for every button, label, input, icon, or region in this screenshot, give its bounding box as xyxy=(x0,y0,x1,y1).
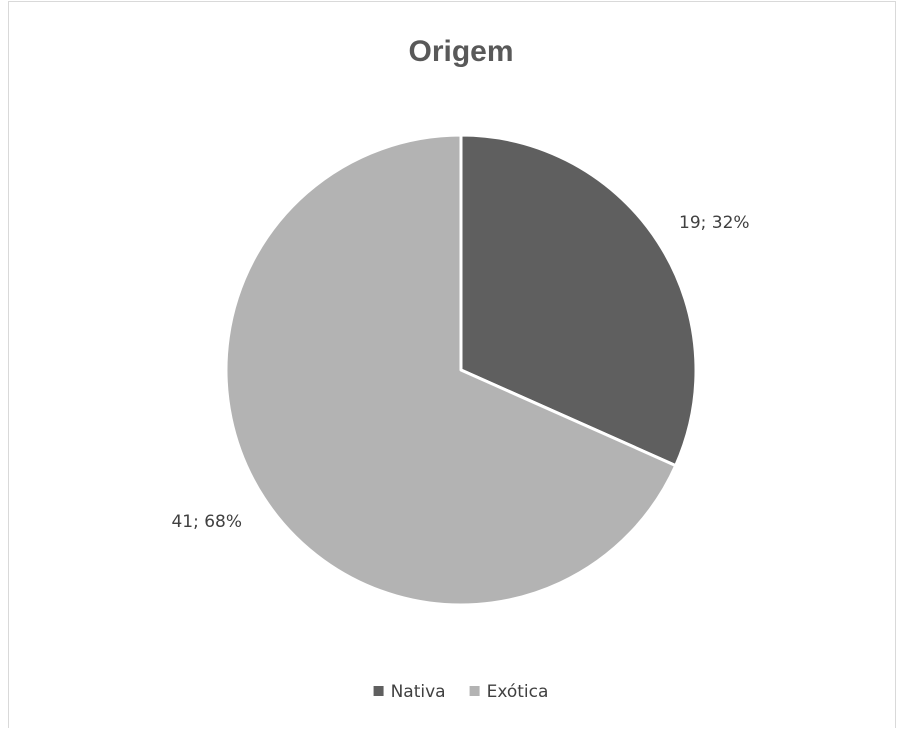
legend-label: Exótica xyxy=(487,682,549,702)
data-label: 19; 32% xyxy=(679,213,750,233)
chart-area: Origem 19; 32% 41; 68% Nativa Exótica xyxy=(8,1,896,728)
pie-slice-nativa xyxy=(459,133,698,468)
legend-swatch-nativa xyxy=(373,686,384,696)
pie-slices xyxy=(224,133,698,607)
legend-label: Nativa xyxy=(391,682,446,702)
chart-title: Origem xyxy=(408,35,513,68)
pie-chart: Origem 19; 32% 41; 68% Nativa Exótica xyxy=(171,35,749,702)
pie-slice-exotica xyxy=(224,133,678,607)
legend: Nativa Exótica xyxy=(373,682,549,702)
legend-swatch-exotica xyxy=(469,686,480,696)
data-labels: 19; 32% 41; 68% xyxy=(171,213,749,532)
data-label: 41; 68% xyxy=(171,512,242,532)
